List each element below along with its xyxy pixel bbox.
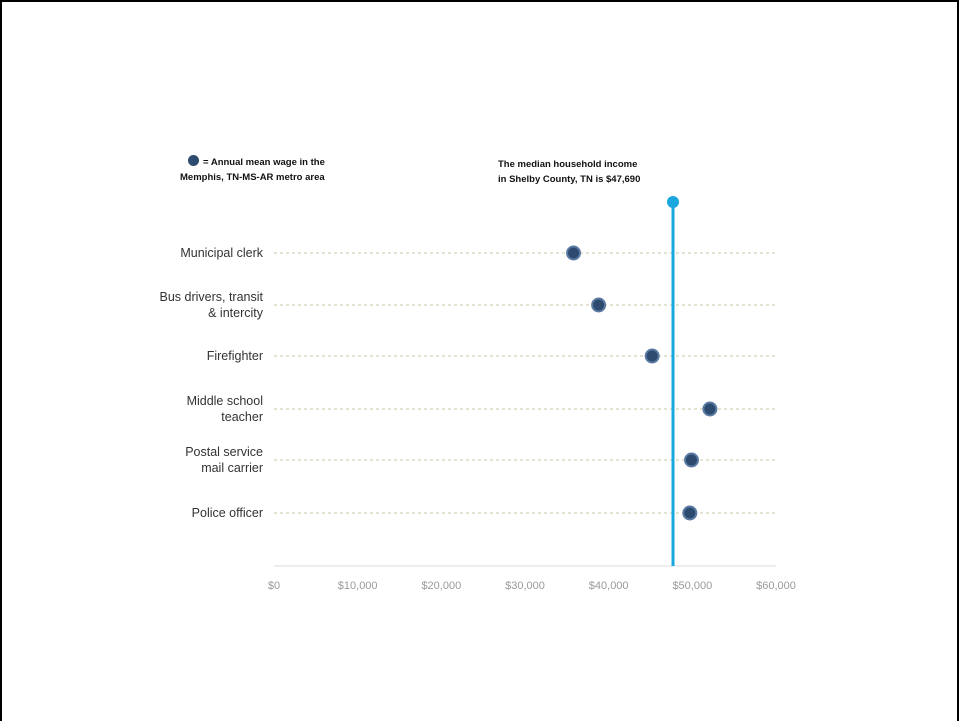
x-tick-label: $20,000 xyxy=(421,580,461,592)
legend: = Annual mean wage in the Memphis, TN-MS… xyxy=(180,155,325,185)
category-label: Bus drivers, transit & intercity xyxy=(159,290,263,320)
category-label: Firefighter xyxy=(207,349,263,363)
data-point xyxy=(702,401,718,417)
category-label-line: mail carrier xyxy=(201,461,263,475)
category-label-line: Police officer xyxy=(192,506,263,520)
category-label-line: Postal service xyxy=(185,445,263,459)
legend-line1: = Annual mean wage in the xyxy=(203,157,325,168)
data-point xyxy=(682,505,698,521)
category-label: Municipal clerk xyxy=(180,246,263,260)
data-point xyxy=(683,452,699,468)
category-label-line: teacher xyxy=(221,410,263,424)
x-tick-label: $40,000 xyxy=(589,580,629,592)
median-annotation-line1: The median household income xyxy=(498,159,638,170)
category-label-line: Firefighter xyxy=(207,349,263,363)
x-tick-label: $30,000 xyxy=(505,580,545,592)
median-annotation-line2: in Shelby County, TN is $47,690 xyxy=(498,174,641,185)
legend-line2: Memphis, TN-MS-AR metro area xyxy=(180,172,325,183)
x-tick-label: $60,000 xyxy=(756,580,796,592)
data-point xyxy=(566,245,582,261)
category-label: Police officer xyxy=(192,506,263,520)
category-label-line: Municipal clerk xyxy=(180,246,263,260)
category-label: Middle school teacher xyxy=(187,394,263,424)
legend-marker-icon xyxy=(188,155,199,166)
category-label-line: Middle school xyxy=(187,394,263,408)
x-tick-label: $0 xyxy=(268,580,280,592)
median-reference-marker xyxy=(667,196,680,208)
median-annotation: The median household income in Shelby Co… xyxy=(498,157,640,187)
category-label-line: Bus drivers, transit xyxy=(159,290,263,304)
x-tick-label: $10,000 xyxy=(338,580,378,592)
data-point xyxy=(591,297,607,313)
category-label-line: & intercity xyxy=(208,306,264,320)
x-tick-label: $50,000 xyxy=(672,580,712,592)
category-label: Postal service mail carrier xyxy=(185,445,263,475)
data-point xyxy=(644,348,660,364)
